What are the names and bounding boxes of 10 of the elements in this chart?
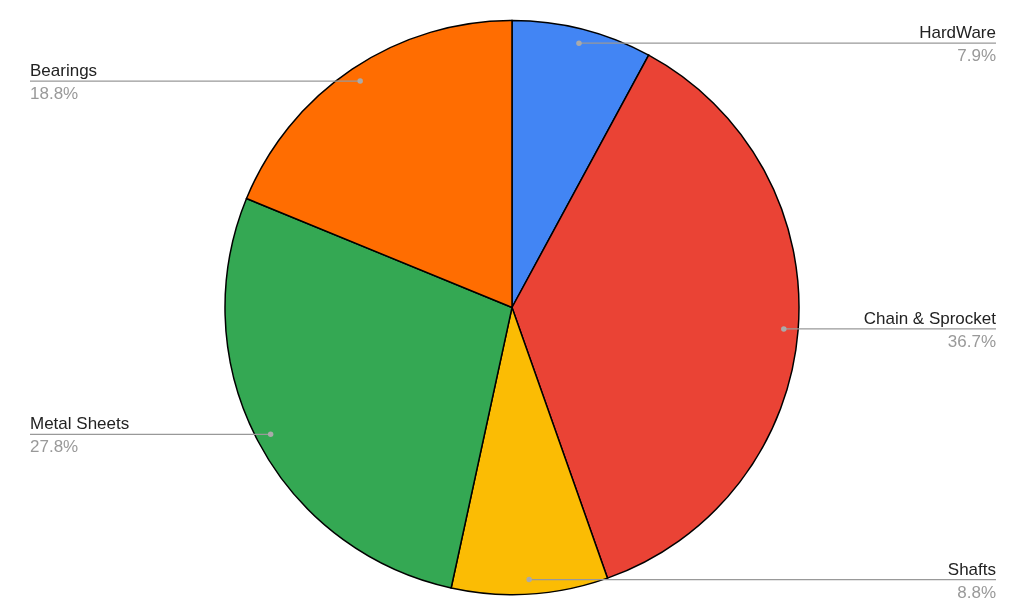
data-label: 7.9%: [957, 46, 996, 66]
slice-label: HardWare: [919, 23, 996, 43]
data-label: 8.8%: [957, 582, 996, 602]
data-label: 18.8%: [30, 84, 79, 104]
data-label: 27.8%: [30, 437, 79, 457]
slice-label: Chain & Sprocket: [863, 308, 997, 328]
slice-label: Metal Sheets: [30, 414, 130, 434]
data-label: 36.7%: [947, 331, 996, 351]
slice-label: Bearings: [30, 61, 98, 81]
slice-label: Shafts: [947, 559, 996, 579]
